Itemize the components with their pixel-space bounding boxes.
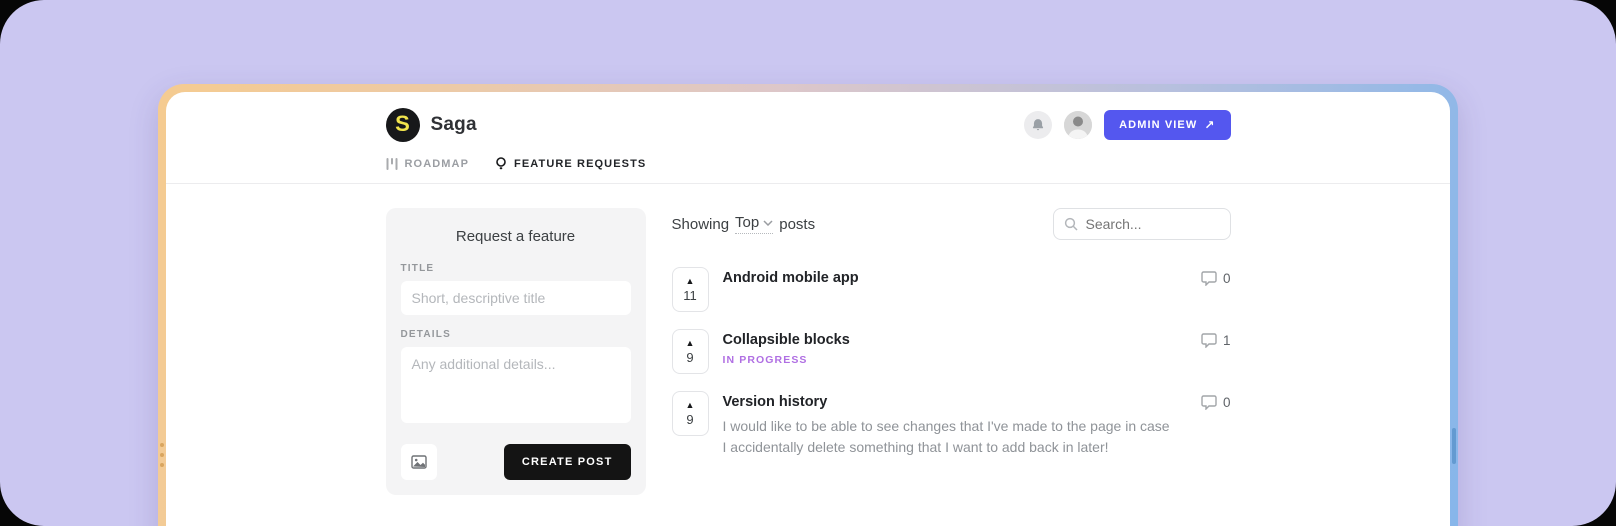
tab-roadmap-label: ROADMAP [404, 157, 470, 170]
details-textarea[interactable] [400, 347, 631, 423]
details-field-label: DETAILS [400, 329, 451, 340]
post-title[interactable]: Version history [722, 394, 828, 410]
comment-bubble-icon [1201, 332, 1217, 348]
scrollbar-thumb[interactable] [1452, 428, 1456, 464]
vote-count: 9 [686, 412, 694, 427]
comment-count: 1 [1222, 332, 1231, 348]
vote-count: 9 [686, 350, 694, 365]
notifications-button[interactable] [1024, 111, 1053, 139]
comment-bubble-icon [1201, 394, 1217, 410]
request-feature-form: Request a feature TITLE DETAILS [385, 208, 646, 495]
posts-column: Showing Top posts [671, 208, 1231, 495]
post-title[interactable]: Collapsible blocks [722, 332, 850, 348]
admin-view-button[interactable]: ADMIN VIEW ↗ [1104, 110, 1231, 140]
title-input[interactable] [400, 281, 631, 315]
feedback-card: S Saga [166, 92, 1450, 526]
feedback-widget-frame: S Saga [158, 84, 1458, 526]
saga-logo-icon: S [385, 108, 420, 142]
post-description: I would like to be able to see changes t… [722, 418, 1170, 455]
roadmap-columns-icon [386, 157, 398, 170]
create-post-button[interactable]: CREATE POST [503, 444, 631, 480]
post-android-mobile-app: ▲ 11 Android mobile app 0 [671, 267, 1231, 312]
vote-count: 11 [683, 288, 697, 303]
admin-view-label: ADMIN VIEW [1119, 119, 1198, 131]
search-input[interactable] [1085, 216, 1220, 232]
comment-count: 0 [1222, 394, 1231, 410]
comment-count: 0 [1222, 270, 1231, 286]
comment-bubble-icon [1201, 270, 1217, 286]
search-icon [1064, 217, 1078, 231]
sort-value: Top [735, 214, 760, 231]
upvote-triangle-icon: ▲ [685, 400, 695, 410]
showing-posts-control: Showing Top posts [671, 214, 816, 234]
upvote-triangle-icon: ▲ [685, 276, 695, 286]
status-badge: IN PROGRESS [722, 354, 808, 366]
tab-feature-requests-label: FEATURE REQUESTS [514, 157, 647, 170]
comments-button[interactable]: 1 [1201, 332, 1231, 348]
brand: S Saga [385, 108, 477, 142]
brand-name: Saga [430, 114, 477, 135]
showing-label: Showing [671, 215, 730, 233]
upvote-button[interactable]: ▲ 9 [671, 391, 709, 436]
attach-image-button[interactable] [400, 444, 437, 480]
lightbulb-icon [495, 157, 507, 170]
app-header: S Saga [166, 92, 1450, 184]
title-field-label: TITLE [400, 263, 435, 274]
image-icon [410, 454, 427, 470]
chevron-down-icon [763, 219, 773, 226]
arrow-up-right-icon: ↗ [1204, 118, 1216, 132]
tab-feature-requests[interactable]: FEATURE REQUESTS [495, 157, 646, 170]
main-nav: ROADMAP FEATURE REQUESTS [386, 157, 1231, 183]
post-collapsible-blocks: ▲ 9 Collapsible blocks IN PROGRESS [671, 329, 1231, 374]
tab-roadmap[interactable]: ROADMAP [386, 157, 470, 170]
form-title: Request a feature [455, 228, 576, 245]
search-box [1052, 208, 1231, 240]
post-version-history: ▲ 9 Version history I would like to be a… [671, 391, 1231, 457]
upvote-button[interactable]: ▲ 11 [671, 267, 709, 312]
posts-label: posts [779, 215, 816, 233]
post-title[interactable]: Android mobile app [722, 270, 859, 286]
posts-list: ▲ 11 Android mobile app 0 [671, 267, 1231, 457]
upvote-triangle-icon: ▲ [685, 338, 695, 348]
comments-button[interactable]: 0 [1201, 270, 1231, 286]
user-avatar[interactable] [1064, 111, 1093, 139]
frame-drag-handle-dots[interactable] [160, 443, 164, 467]
sort-dropdown[interactable]: Top [735, 214, 774, 234]
bell-icon [1031, 118, 1045, 132]
comments-button[interactable]: 0 [1201, 394, 1231, 410]
upvote-button[interactable]: ▲ 9 [671, 329, 709, 374]
